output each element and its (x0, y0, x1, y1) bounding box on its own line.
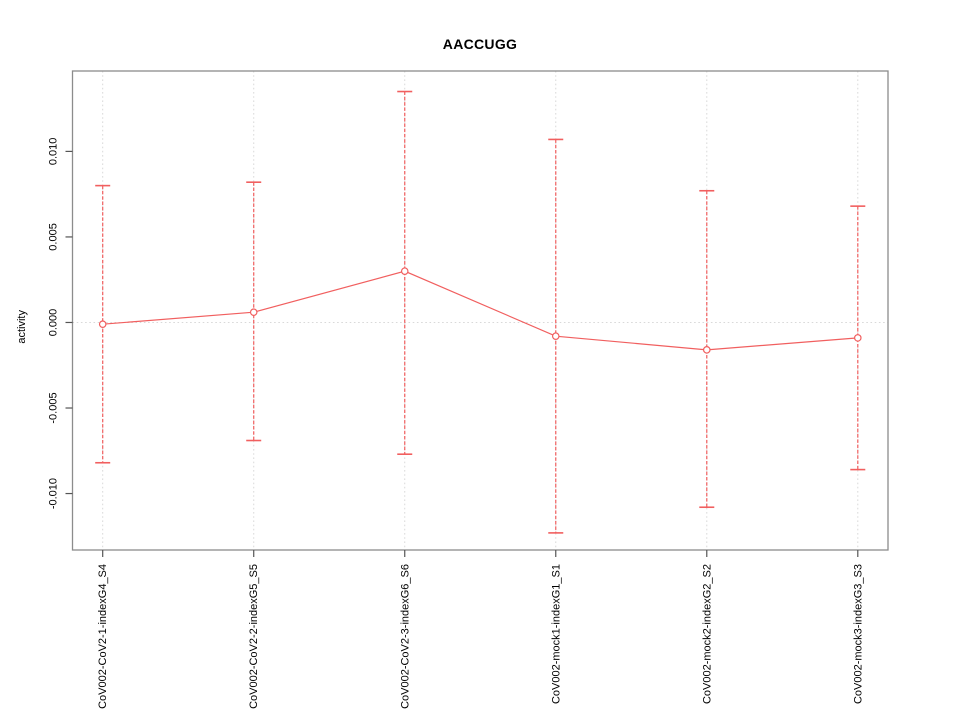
y-tick-label: 0.000 (47, 309, 59, 337)
plot-border (71, 70, 889, 551)
y-tick-label: 0.010 (47, 138, 59, 166)
x-tick-label: CoV002-mock2-indexG2_S2 (701, 564, 713, 704)
data-point-marker (551, 332, 560, 340)
x-tick-label: CoV002-mock3-indexG3_S3 (852, 564, 864, 704)
x-tick-label: CoV002-CoV2-1-indexG4_S4 (97, 564, 109, 709)
chart-title: AACCUGG (442, 36, 518, 52)
data-point-marker (702, 346, 711, 354)
data-point-marker (249, 308, 258, 317)
data-point-marker (98, 320, 107, 328)
y-tick-label: -0.005 (47, 392, 59, 423)
y-tick-label: 0.005 (47, 223, 59, 251)
x-tick-label: CoV002-CoV2-2-indexG5_S5 (248, 564, 260, 709)
x-tick-label: CoV002-CoV2-3-indexG6_S6 (399, 564, 411, 709)
y-axis-title-text: activity (16, 310, 28, 344)
x-tick-label: CoV002-mock1-indexG1_S1 (550, 564, 562, 704)
y-tick-label: -0.010 (47, 478, 59, 509)
series-line (102, 270, 858, 351)
data-point-marker (400, 267, 409, 275)
data-point-marker (853, 334, 862, 342)
